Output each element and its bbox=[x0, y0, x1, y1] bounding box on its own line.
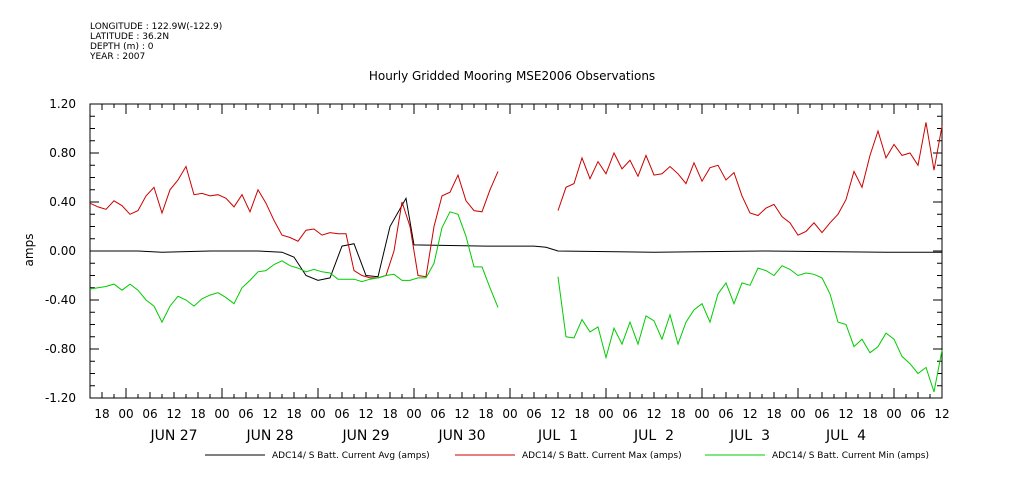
year-text: YEAR : 2007 bbox=[90, 52, 146, 62]
x-tick-label: 18 bbox=[382, 407, 397, 421]
y-axis: 1.20 0.80 0.40 0.00 -0.40 -0.80 -1.20 bbox=[45, 97, 942, 405]
series-line-max bbox=[425, 171, 499, 277]
x-tick-label: 00 bbox=[406, 407, 421, 421]
x-day-label: JUL 4 bbox=[825, 428, 866, 444]
x-day-label: JUL 3 bbox=[729, 428, 770, 444]
x-tick-label: 00 bbox=[790, 407, 805, 421]
y-axis-label: amps bbox=[22, 234, 36, 267]
legend: ADC14/ S Batt. Current Avg (amps) ADC14/ … bbox=[205, 451, 929, 461]
x-tick-label: 06 bbox=[910, 407, 925, 421]
x-tick-label: 18 bbox=[478, 407, 493, 421]
x-tick-label: 00 bbox=[694, 407, 709, 421]
x-tick-label: 06 bbox=[814, 407, 829, 421]
x-tick-label: 18 bbox=[574, 407, 589, 421]
y-tick-label: -0.40 bbox=[45, 293, 76, 307]
x-tick-label: 18 bbox=[286, 407, 301, 421]
x-day-label: JUN 28 bbox=[245, 428, 293, 444]
x-tick-label: 18 bbox=[94, 407, 109, 421]
x-tick-label: 06 bbox=[334, 407, 349, 421]
x-tick-label: 12 bbox=[262, 407, 277, 421]
x-tick-label: 12 bbox=[358, 407, 373, 421]
x-tick-label: 06 bbox=[622, 407, 637, 421]
series-line-avg bbox=[90, 196, 942, 281]
x-tick-label: 00 bbox=[886, 407, 901, 421]
x-tick-label: 00 bbox=[598, 407, 613, 421]
series-line-min bbox=[425, 211, 499, 308]
x-tick-label: 12 bbox=[550, 407, 565, 421]
series-line-min bbox=[557, 265, 943, 393]
x-tick-label: 06 bbox=[526, 407, 541, 421]
x-tick-label: 18 bbox=[766, 407, 781, 421]
x-day-label: JUL 2 bbox=[633, 428, 674, 444]
x-tick-label: 12 bbox=[742, 407, 757, 421]
legend-label: ADC14/ S Batt. Current Avg (amps) bbox=[272, 451, 430, 461]
y-tick-label: 0.40 bbox=[49, 195, 76, 209]
depth-text: DEPTH (m) : 0 bbox=[90, 42, 154, 52]
metadata-block: LONGITUDE : 122.9W(-122.9) LATITUDE : 36… bbox=[90, 22, 222, 62]
x-tick-label: 06 bbox=[718, 407, 733, 421]
x-tick-label: 12 bbox=[934, 407, 949, 421]
x-tick-label: 06 bbox=[142, 407, 157, 421]
series-lines bbox=[89, 122, 943, 393]
x-axis: 18 00 06 12 18 00 06 12 18 00 06 12 18 00 06 12 18 00 06 12… bbox=[89, 104, 950, 444]
x-tick-label: 06 bbox=[238, 407, 253, 421]
latitude-text: LATITUDE : 36.2N bbox=[90, 32, 170, 42]
series-line-min bbox=[89, 260, 426, 324]
x-tick-label: 12 bbox=[646, 407, 661, 421]
y-tick-label: 0.00 bbox=[49, 244, 76, 258]
series-line-max bbox=[557, 122, 943, 236]
x-tick-label: 00 bbox=[310, 407, 325, 421]
x-day-label: JUN 27 bbox=[149, 428, 197, 444]
y-tick-label: 1.20 bbox=[49, 97, 76, 111]
x-tick-label: 18 bbox=[670, 407, 685, 421]
x-tick-label: 12 bbox=[454, 407, 469, 421]
x-tick-label: 00 bbox=[502, 407, 517, 421]
x-tick-label: 00 bbox=[118, 407, 133, 421]
y-tick-label: -0.80 bbox=[45, 342, 76, 356]
series-line-max bbox=[89, 165, 427, 279]
x-tick-label: 12 bbox=[838, 407, 853, 421]
legend-label: ADC14/ S Batt. Current Max (amps) bbox=[522, 451, 682, 461]
legend-label: ADC14/ S Batt. Current Min (amps) bbox=[772, 451, 929, 461]
chart-title: Hourly Gridded Mooring MSE2006 Observati… bbox=[369, 69, 655, 83]
longitude-text: LONGITUDE : 122.9W(-122.9) bbox=[90, 22, 223, 32]
x-tick-label: 00 bbox=[214, 407, 229, 421]
x-tick-label: 18 bbox=[862, 407, 877, 421]
x-day-label: JUL 1 bbox=[537, 428, 578, 444]
y-tick-label: -1.20 bbox=[45, 391, 76, 405]
y-tick-label: 0.80 bbox=[49, 146, 76, 160]
x-tick-label: 06 bbox=[430, 407, 445, 421]
x-tick-label: 12 bbox=[166, 407, 181, 421]
x-tick-label: 18 bbox=[190, 407, 205, 421]
x-day-label: JUN 29 bbox=[341, 428, 389, 444]
x-day-label: JUN 30 bbox=[437, 428, 485, 444]
